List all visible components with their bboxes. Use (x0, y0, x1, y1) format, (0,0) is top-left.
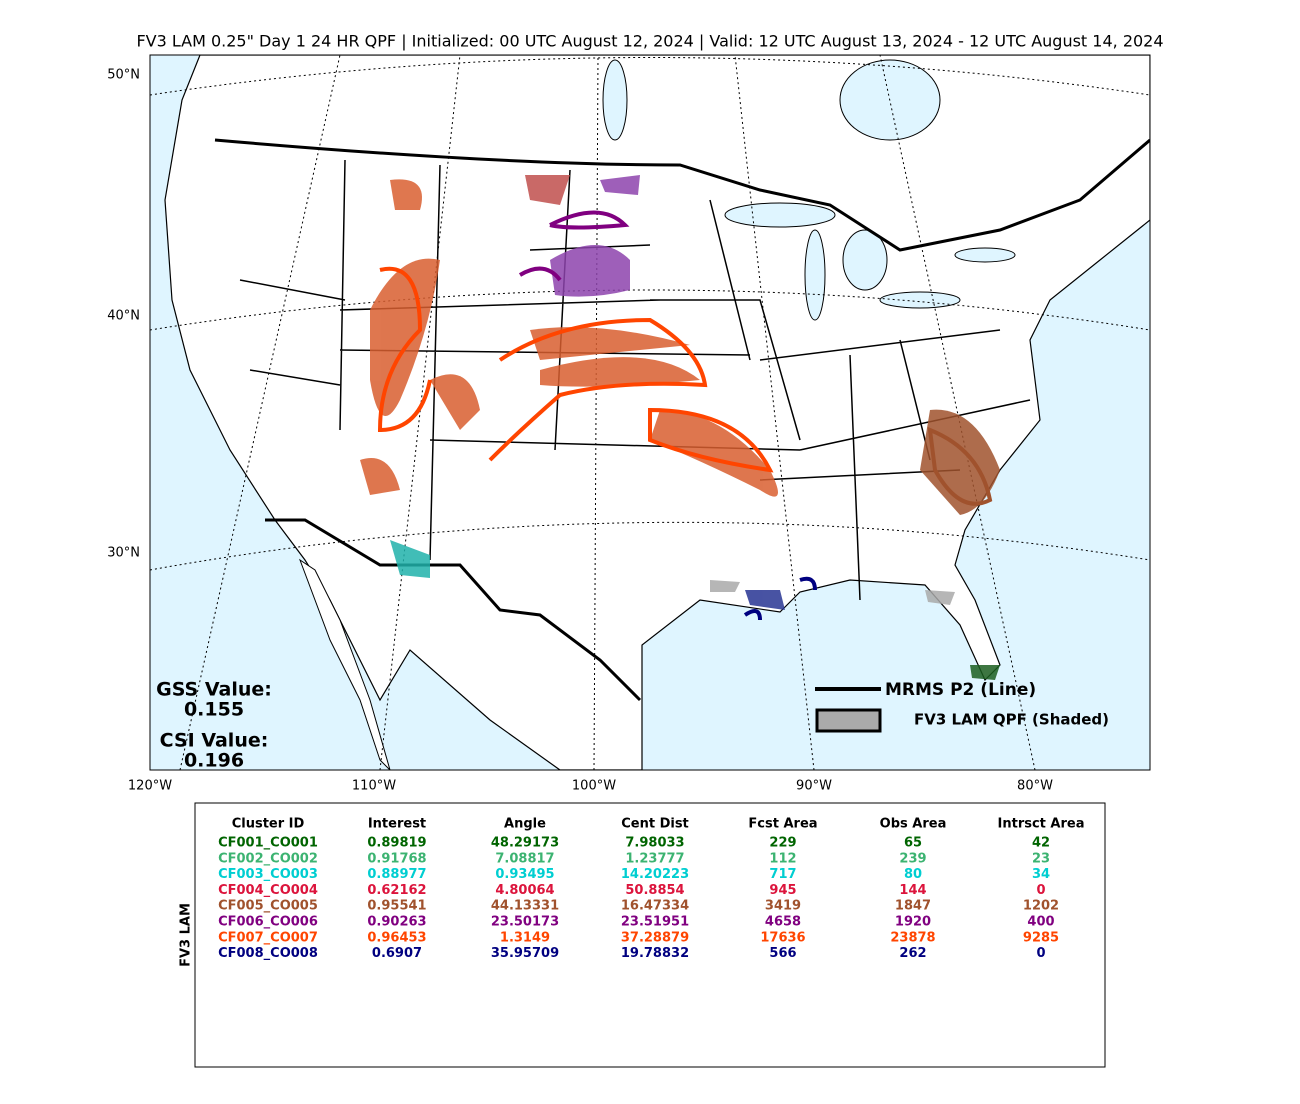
table-cell: 9285 (1023, 930, 1059, 945)
land (164, 55, 1150, 770)
baja (298, 558, 391, 770)
table-cell: 48.29173 (491, 836, 559, 851)
table-cell: 717 (769, 867, 796, 882)
table-cell: 0 (1036, 946, 1045, 961)
table-cell: 4.80064 (495, 883, 554, 898)
table-cell: 0.96453 (367, 930, 426, 945)
table-cell: 23 (1032, 851, 1050, 866)
table-cell: 144 (899, 883, 926, 898)
table-cell: 0.90263 (367, 915, 426, 930)
table-cell: 42 (1032, 836, 1050, 851)
table-cell: 112 (769, 851, 796, 866)
table-cell: 23878 (890, 930, 935, 945)
lon-label: 90°W (796, 779, 832, 794)
table-cell: CF004_CO004 (218, 883, 318, 898)
table-cell: 945 (769, 883, 796, 898)
header-cell: Cent Dist (621, 817, 689, 832)
table-cell: 80 (904, 867, 922, 882)
table-frame (194, 802, 1106, 1068)
table-cell: 23.50173 (491, 915, 559, 930)
table-cell: 34 (1032, 867, 1050, 882)
table-cell: 1920 (895, 915, 931, 930)
lat-label: 40°N (107, 309, 140, 324)
table-cell: CF008_CO008 (218, 946, 318, 961)
legend-swatch (815, 708, 882, 733)
borders (214, 138, 1150, 702)
map-frame (149, 54, 1151, 771)
table-cell: 566 (769, 946, 796, 961)
lon-label: 120°W (128, 779, 172, 794)
table-cell: 0.62162 (367, 883, 426, 898)
table-cell: 0.89819 (367, 836, 426, 851)
score-value: 0.155 (184, 699, 244, 721)
header-cell: Interest (368, 817, 426, 832)
lat-label: 30°N (107, 546, 140, 561)
table-cell: 239 (899, 851, 926, 866)
header-cell: Intrsct Area (998, 817, 1085, 832)
table-cell: 0 (1036, 883, 1045, 898)
title: FV3 LAM 0.25" Day 1 24 HR QPF | Initiali… (136, 32, 1163, 51)
lon-label: 110°W (352, 779, 396, 794)
table-cell: 0.88977 (367, 867, 426, 882)
table-cell: 4658 (765, 915, 801, 930)
table-cell: 1202 (1023, 899, 1059, 914)
score-value: 0.196 (184, 750, 244, 772)
table-cell: 44.13331 (491, 899, 559, 914)
table-cell: 17636 (760, 930, 805, 945)
table-cell: 7.98033 (625, 836, 684, 851)
table-cell: 0.6907 (372, 946, 422, 961)
graticule (150, 55, 1150, 770)
table-cell: CF006_CO006 (218, 915, 318, 930)
header-cell: Obs Area (880, 817, 947, 832)
header-cell: Cluster ID (232, 817, 305, 832)
header-cell: Angle (504, 817, 546, 832)
lon-label: 80°W (1017, 779, 1053, 794)
legend-label: FV3 LAM QPF (Shaded) (914, 711, 1109, 729)
table-cell: 3419 (765, 899, 801, 914)
table-cell: CF007_CO007 (218, 930, 318, 945)
stats-table: FV3 LAM Cluster ID Interest Angle Cent Dist… (179, 802, 1106, 1068)
table-cell: 65 (904, 836, 922, 851)
table-cell: 0.95541 (367, 899, 426, 914)
table-cell: CF002_CO002 (218, 851, 318, 866)
header-cell: Fcst Area (748, 817, 817, 832)
table-cell: 37.28879 (621, 930, 689, 945)
table-cell: 14.20223 (621, 867, 689, 882)
table-cell: 0.91768 (367, 851, 426, 866)
table-cell: 7.08817 (495, 851, 554, 866)
table-cell: 50.8854 (625, 883, 684, 898)
qpf-shaded (360, 175, 1000, 680)
table-cell: 1.3149 (500, 930, 550, 945)
table-cell: 1.23777 (625, 851, 684, 866)
table-cell: 400 (1027, 915, 1054, 930)
legend-label: MRMS P2 (Line) (885, 680, 1036, 700)
score-label: GSS Value: (156, 679, 272, 701)
map: 50°N 40°N 30°N 120°W 110°W 100°W 90°W 80… (107, 54, 1151, 794)
side-label: FV3 LAM (179, 903, 194, 967)
table-cell: 229 (769, 836, 796, 851)
table-cell: 19.78832 (621, 946, 689, 961)
lon-label: 100°W (572, 779, 616, 794)
score-label: CSI Value: (160, 730, 269, 752)
table-cell: 0.93495 (495, 867, 554, 882)
mrms-lines (377, 210, 993, 621)
table-cell: 16.47334 (621, 899, 689, 914)
lakes (602, 59, 1016, 321)
table-cell: CF003_CO003 (218, 867, 318, 882)
table-cell: 1847 (895, 899, 931, 914)
table-cell: CF001_CO001 (218, 836, 318, 851)
table-cell: 262 (899, 946, 926, 961)
lat-label: 50°N (107, 68, 140, 83)
table-cell: 23.51951 (621, 915, 689, 930)
table-cell: CF005_CO005 (218, 899, 318, 914)
table-cell: 35.95709 (491, 946, 559, 961)
